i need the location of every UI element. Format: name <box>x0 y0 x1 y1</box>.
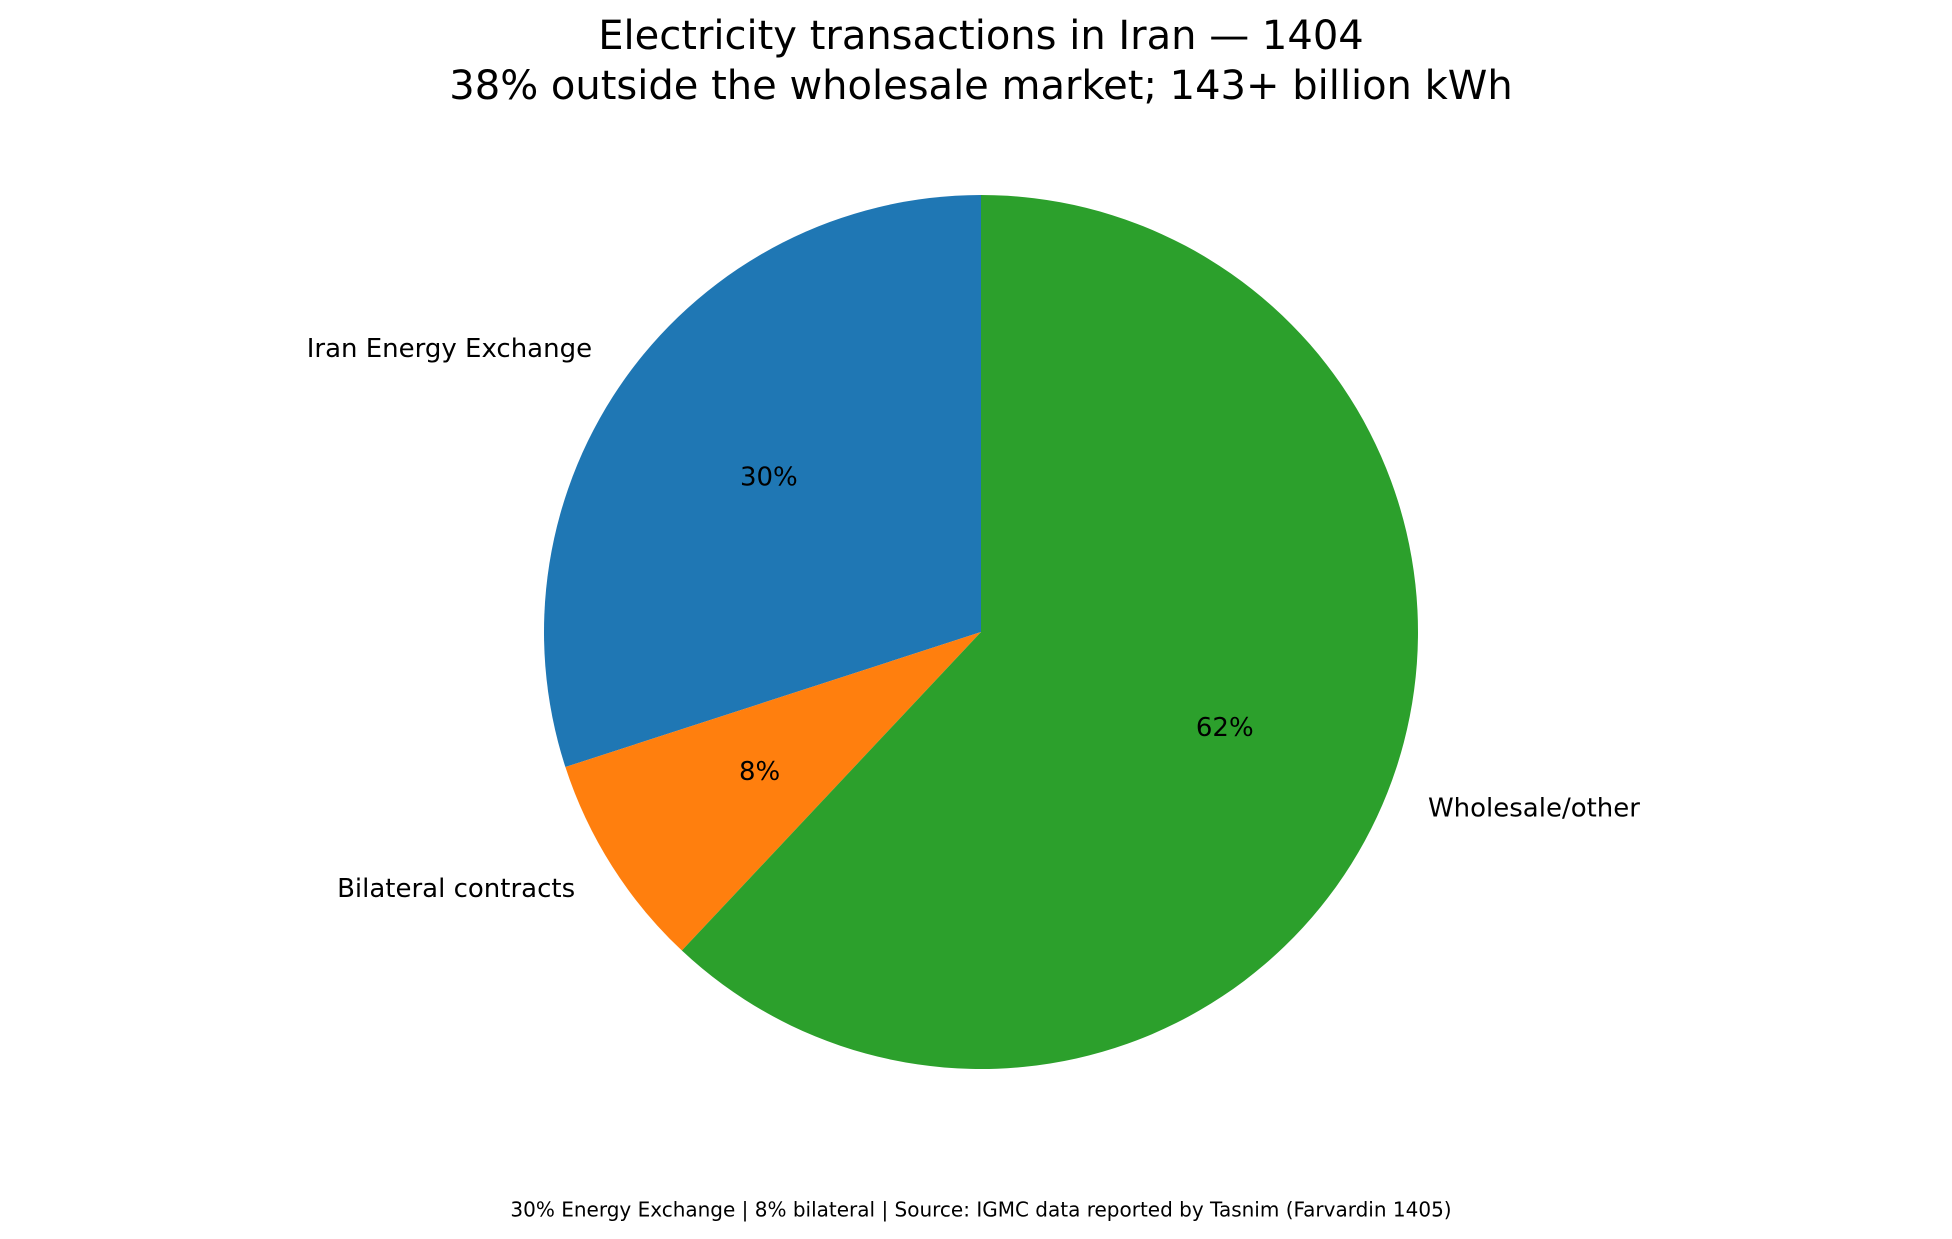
value-label: 62% <box>1196 713 1254 743</box>
slice-label: Wholesale/other <box>1428 793 1640 823</box>
pie-slice <box>681 195 1418 1069</box>
chart-title: Electricity transactions in Iran — 1404 <box>598 13 1363 59</box>
pie-slice <box>565 632 981 951</box>
value-label: 30% <box>740 462 798 492</box>
value-label: 8% <box>739 757 780 787</box>
chart-subtitle: 38% outside the wholesale market; 143+ b… <box>449 63 1512 109</box>
slice-label: Iran Energy Exchange <box>307 334 592 364</box>
pie-slice <box>543 195 981 768</box>
slice-label: Bilateral contracts <box>337 874 575 904</box>
caption: 30% Energy Exchange | 8% bilateral | Sou… <box>510 1198 1451 1222</box>
